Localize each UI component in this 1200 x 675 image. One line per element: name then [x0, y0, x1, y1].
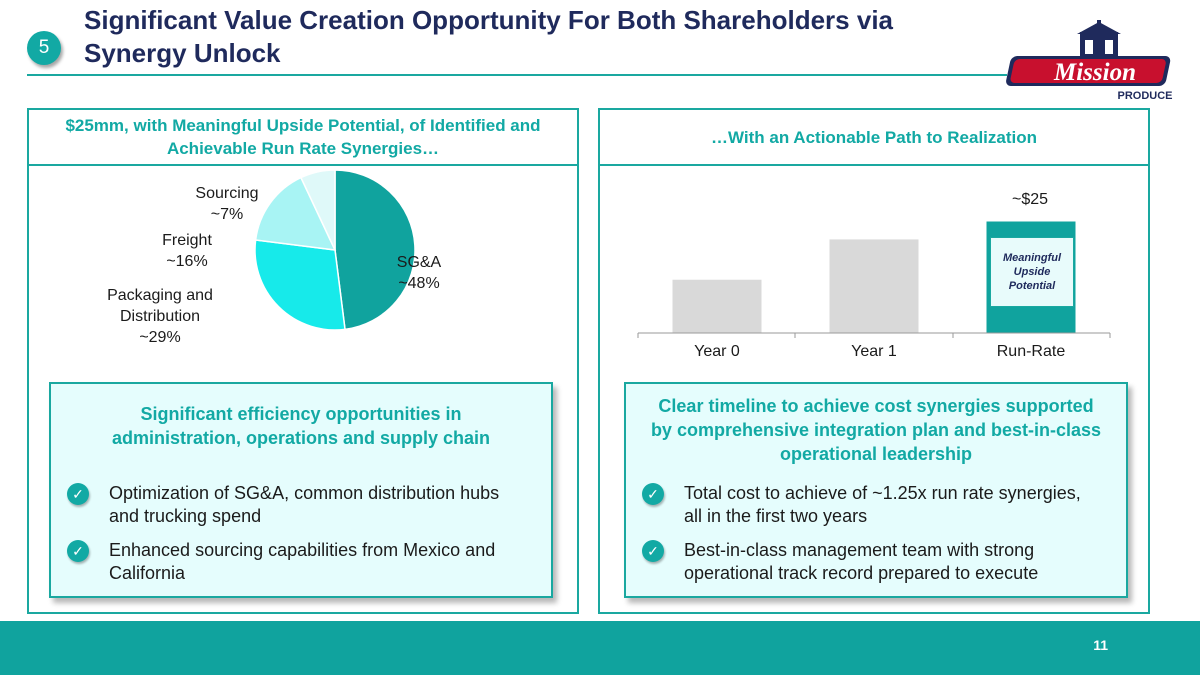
- left-bullet: ✓ Enhanced sourcing capabilities from Me…: [67, 539, 517, 585]
- section-number-badge: 5: [27, 31, 61, 65]
- page-number: 11: [1093, 637, 1108, 653]
- checkmark-icon: ✓: [67, 483, 89, 505]
- pie-slice-sourcing: [299, 169, 336, 251]
- pie-label-sga-value: ~48%: [398, 275, 440, 292]
- left-bullet-text: Enhanced sourcing capabilities from Mexi…: [109, 540, 496, 583]
- left-bullet-text: Optimization of SG&A, common distributio…: [109, 483, 500, 526]
- right-bullet-text: Total cost to achieve of ~1.25x run rate…: [684, 483, 1081, 526]
- pie-label-packaging: Packaging and Distribution ~29%: [87, 285, 233, 348]
- meaningful-upside-label: Meaningful Upside Potential: [990, 237, 1074, 307]
- checkmark-icon: ✓: [67, 540, 89, 562]
- mission-logo-graphic: Mission PRODUCE: [1006, 20, 1173, 102]
- synergy-pie-chart: [254, 169, 416, 331]
- pie-slice-packaging-and-distribution: [254, 239, 346, 331]
- pie-label-sourcing-value: ~7%: [210, 206, 244, 223]
- checkmark-icon: ✓: [642, 483, 664, 505]
- bar-category-year-1: Year 1: [851, 343, 897, 360]
- bar-data-label-run-rate: ~$25: [1011, 191, 1049, 208]
- left-bullet: ✓ Optimization of SG&A, common distribut…: [67, 482, 517, 528]
- pie-label-packaging-value: ~29%: [139, 329, 181, 346]
- pie-label-sga-name: SG&A: [396, 254, 442, 271]
- logo-subtext: PRODUCE: [1117, 90, 1172, 102]
- checkmark-icon: ✓: [642, 540, 664, 562]
- right-panel-header: …With an Actionable Path to Realization: [600, 110, 1148, 166]
- bar-category-run-rate: Run-Rate: [996, 343, 1066, 360]
- right-timeline-box: Clear timeline to achieve cost synergies…: [624, 382, 1128, 598]
- bar-year-0: [671, 278, 763, 334]
- right-box-title: Clear timeline to achieve cost synergies…: [650, 396, 1102, 464]
- bar-year-1: [828, 238, 920, 334]
- footer-bar: 11: [0, 621, 1200, 675]
- left-box-title: Significant efficiency opportunities in …: [111, 404, 491, 448]
- slide-title: Significant Value Creation Opportunity F…: [84, 5, 893, 68]
- pie-label-sourcing: Sourcing ~7%: [177, 183, 277, 225]
- pie-label-sga: SG&A ~48%: [384, 252, 454, 294]
- left-panel-header: $25mm, with Meaningful Upside Potential,…: [29, 110, 577, 166]
- bar-category-year-0: Year 0: [694, 343, 740, 360]
- pie-label-sourcing-name: Sourcing: [195, 185, 259, 202]
- logo-wordmark: Mission: [1053, 59, 1136, 86]
- pie-label-freight-name: Freight: [162, 232, 212, 249]
- realization-path-panel: …With an Actionable Path to Realization …: [598, 108, 1150, 614]
- pie-label-packaging-name: Packaging and Distribution: [107, 287, 213, 325]
- right-bullet: ✓ Best-in-class management team with str…: [642, 539, 1092, 585]
- synergy-breakdown-panel: $25mm, with Meaningful Upside Potential,…: [27, 108, 579, 614]
- pie-label-freight: Freight ~16%: [137, 230, 237, 272]
- pie-label-freight-value: ~16%: [166, 253, 208, 270]
- right-bullet: ✓ Total cost to achieve of ~1.25x run ra…: [642, 482, 1092, 528]
- pie-slice-sg-a: [334, 169, 416, 331]
- mission-produce-logo: Mission PRODUCE: [1005, 20, 1185, 105]
- title-divider: [27, 74, 1007, 76]
- pie-slice-freight: [254, 176, 337, 251]
- left-efficiency-box: Significant efficiency opportunities in …: [49, 382, 553, 598]
- right-bullet-text: Best-in-class management team with stron…: [684, 540, 1039, 583]
